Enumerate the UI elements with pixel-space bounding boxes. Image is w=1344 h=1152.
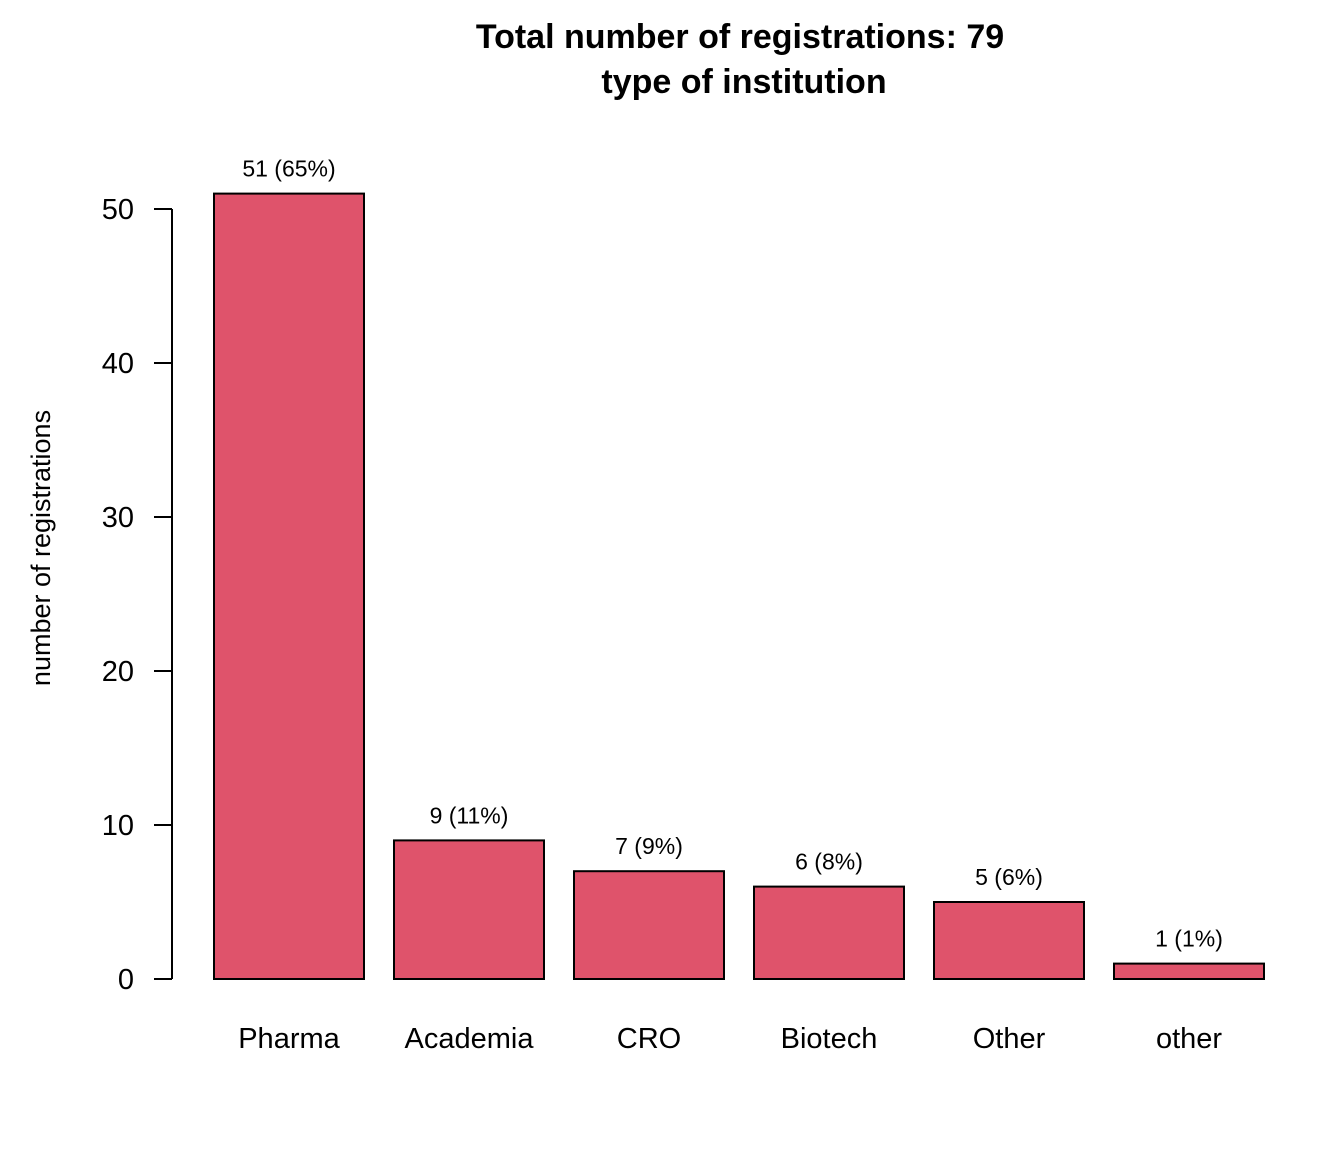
y-tick-label: 20 [102, 656, 134, 688]
y-tick-label: 40 [102, 348, 134, 380]
x-category-label: Other [973, 1023, 1046, 1055]
data-label: 6 (8%) [795, 849, 863, 875]
data-label: 5 (6%) [975, 864, 1043, 890]
y-tick-label: 50 [102, 194, 134, 226]
data-label: 7 (9%) [615, 833, 683, 859]
chart-title: Total number of registrations: 79 [476, 18, 1004, 56]
bar-other [1113, 962, 1265, 980]
data-label: 9 (11%) [430, 802, 509, 828]
y-axis-title: number of registrations [26, 410, 56, 686]
data-label: 51 (65%) [242, 156, 335, 182]
data-labels-group: 51 (65%) 9 (11%) 7 (9%) 6 (8%) 5 (6%) 1 (1%) [242, 156, 1223, 952]
bar-other [933, 901, 1085, 980]
bars-group [213, 192, 1265, 981]
x-category-label: CRO [617, 1023, 681, 1055]
bar-biotech [753, 885, 905, 980]
x-category-label: Biotech [781, 1023, 878, 1055]
x-category-label: Academia [405, 1023, 535, 1055]
chart-subtitle: type of institution [601, 63, 886, 101]
x-category-label: other [1156, 1023, 1222, 1055]
bar-pharma [213, 192, 365, 981]
x-axis-labels: Pharma Academia CRO Biotech Other other [238, 1023, 1222, 1055]
y-tick-label: 30 [102, 502, 134, 534]
y-tick-label: 0 [118, 964, 134, 996]
bar-cro [573, 870, 725, 981]
x-category-label: Pharma [238, 1023, 340, 1055]
data-label: 1 (1%) [1155, 926, 1223, 952]
y-axis: 0 10 20 30 40 50 [102, 194, 173, 996]
bar-academia [393, 839, 545, 981]
y-tick-label: 10 [102, 810, 134, 842]
